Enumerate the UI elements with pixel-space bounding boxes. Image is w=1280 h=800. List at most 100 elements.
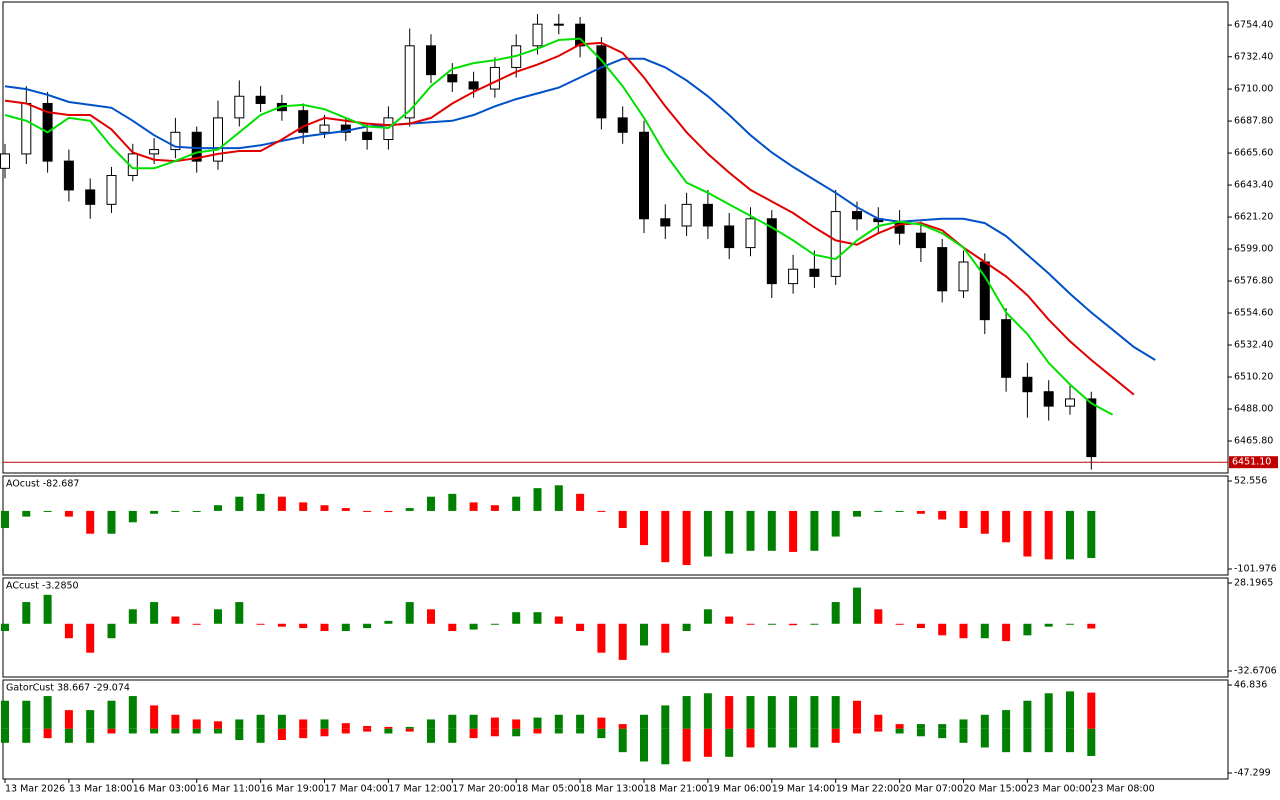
histogram-bar <box>874 609 883 624</box>
x-tick-label: 17 Mar 12:00 <box>388 784 451 795</box>
gator-bar <box>22 700 31 729</box>
candle-body <box>1001 319 1012 378</box>
candle-body <box>468 81 479 90</box>
x-tick-label: 23 Mar 08:00 <box>1091 784 1154 795</box>
gator-bar <box>512 728 521 737</box>
histogram-bar <box>64 623 73 639</box>
gator-bar <box>150 705 159 729</box>
x-tick-label: 23 Mar 00:00 <box>1027 784 1090 795</box>
candle-body <box>958 261 969 292</box>
gator-bar <box>214 721 222 729</box>
gator-bar <box>384 726 393 729</box>
gator-bar <box>469 714 478 729</box>
gator-bar <box>427 728 435 743</box>
histogram-bar <box>320 623 329 631</box>
gator-bar <box>682 696 691 729</box>
y-tick-label: 46.836 <box>1234 680 1267 691</box>
candle-body <box>788 268 799 285</box>
candle-body <box>234 95 245 119</box>
gator-bar <box>214 728 222 734</box>
gator-bar <box>576 728 585 734</box>
gator-bar <box>1002 728 1011 753</box>
candle-body <box>21 102 32 155</box>
histogram-bar <box>938 510 947 520</box>
histogram-bar <box>895 510 904 512</box>
candle-body <box>660 218 671 227</box>
y-tick-label: 6665.60 <box>1234 148 1273 159</box>
gator-bar <box>405 728 414 732</box>
histogram-bar <box>192 623 201 625</box>
y-tick-label: 52.556 <box>1234 476 1267 487</box>
histogram-bar <box>576 623 585 631</box>
gator-bar <box>980 714 989 729</box>
histogram-bar <box>1 510 9 529</box>
histogram-bar <box>171 510 180 512</box>
histogram-bar <box>640 510 648 546</box>
gator-bar <box>1002 710 1011 729</box>
y-tick-label: 6710.00 <box>1234 84 1273 95</box>
histogram-bar <box>150 510 159 514</box>
histogram-bar <box>490 505 499 511</box>
y-tick-label: 6754.40 <box>1234 20 1273 31</box>
gator-bar <box>703 728 712 757</box>
gator-bar <box>810 696 819 729</box>
histogram-bar <box>725 510 734 554</box>
candle-body <box>1043 391 1054 407</box>
x-tick-label: 16 Mar 11:00 <box>197 784 260 795</box>
gator-bar <box>533 728 542 734</box>
gator-bar <box>1044 693 1053 729</box>
gator-bar <box>64 728 73 743</box>
histogram-bar <box>661 510 670 563</box>
histogram-bar <box>703 510 712 557</box>
gator-bar <box>916 728 925 737</box>
moving-average <box>4 41 1135 396</box>
gator-bar <box>874 714 883 729</box>
histogram-bar <box>277 496 286 511</box>
y-tick-label: 6732.40 <box>1234 51 1273 62</box>
histogram-bar <box>86 510 95 534</box>
histogram-bar <box>363 510 372 512</box>
gator-bar <box>895 724 904 729</box>
gator-bar <box>107 700 116 729</box>
histogram-bar <box>1023 510 1032 557</box>
candle-body <box>766 218 777 285</box>
candle-body <box>852 211 862 220</box>
gator-bar <box>682 728 691 762</box>
histogram-bar <box>789 623 798 626</box>
histogram-bar <box>980 510 989 534</box>
histogram-bar <box>128 609 137 624</box>
histogram-bar <box>235 496 244 511</box>
candle-body <box>170 131 181 151</box>
candle-body <box>404 45 415 119</box>
histogram-bar <box>299 502 308 511</box>
gator-bar <box>980 728 989 748</box>
histogram-bar <box>43 510 52 512</box>
histogram-bar <box>1023 623 1032 636</box>
histogram-bar <box>490 623 499 625</box>
candle-body <box>1065 398 1075 407</box>
price-label: 6451.10 <box>1232 457 1271 468</box>
gator-bar <box>959 728 968 743</box>
x-tick-label: 20 Mar 07:00 <box>900 784 963 795</box>
histogram-bar <box>597 510 606 512</box>
x-tick-label: 16 Mar 03:00 <box>133 784 196 795</box>
x-tick-label: 16 Mar 19:00 <box>261 784 324 795</box>
candle-body <box>191 131 202 162</box>
histogram-bar <box>640 623 648 646</box>
histogram-bar <box>405 602 414 624</box>
histogram-bar <box>427 609 435 624</box>
gator-bar <box>789 728 798 748</box>
gator-bar <box>192 719 201 729</box>
gator-bar <box>192 728 201 734</box>
gator-bar <box>1066 691 1074 729</box>
x-tick-label: 20 Mar 15:00 <box>964 784 1027 795</box>
gator-bar <box>363 728 372 732</box>
gator-bar <box>725 696 734 729</box>
histogram-bar <box>363 623 372 629</box>
histogram-bar <box>128 510 137 523</box>
gator-bar <box>341 728 350 734</box>
gator-bar <box>1044 728 1053 753</box>
panel-title: AOcust -82.687 <box>6 479 79 490</box>
histogram-bar <box>43 594 52 624</box>
gator-bar <box>448 728 457 743</box>
